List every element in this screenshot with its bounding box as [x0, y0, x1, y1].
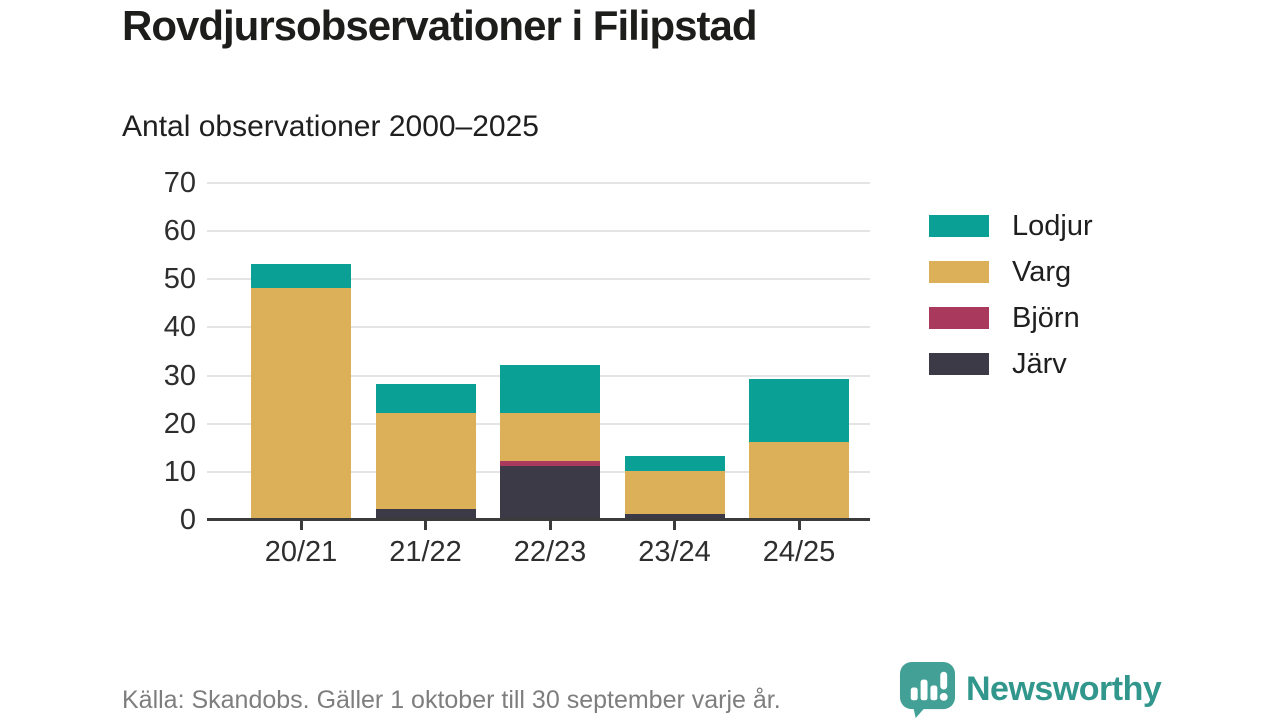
- y-tick-label: 20: [163, 407, 196, 440]
- y-tick-label: 10: [163, 455, 196, 488]
- newsworthy-icon: [899, 661, 956, 718]
- legend-item-varg: Varg: [929, 256, 1093, 288]
- x-axis-tick: [673, 521, 676, 530]
- bar-21-22-lodjur: [375, 384, 476, 414]
- x-axis-labels: 20/21 21/22 22/23 23/24 24/25: [207, 536, 870, 576]
- bar-20-21-varg: [251, 287, 351, 519]
- bar-22-23-järv: [500, 466, 600, 519]
- bar-23-24-järv: [624, 514, 725, 519]
- legend-swatch-järv: [929, 353, 989, 375]
- bar-23-24-lodjur: [624, 456, 725, 471]
- x-axis-tick: [424, 521, 427, 530]
- newsworthy-logo: Newsworthy: [898, 660, 1162, 718]
- chart-title: Rovdjursobservationer i Filipstad: [122, 2, 757, 49]
- y-tick-label: 60: [163, 215, 196, 248]
- x-axis-tick: [299, 521, 303, 530]
- legend-swatch-lodjur: [929, 215, 989, 237]
- legend-swatch-varg: [929, 261, 989, 283]
- bar-21-22-järv: [375, 509, 476, 519]
- x-axis-tick: [548, 521, 552, 530]
- chart-subtitle: Antal observationer 2000–2025: [122, 110, 539, 143]
- bar-23-24-varg: [624, 470, 725, 515]
- legend-swatch-björn: [929, 307, 989, 329]
- legend-label-järv: Järv: [1012, 347, 1067, 380]
- gridline-y40: [207, 326, 870, 329]
- bar-22-23-varg: [500, 413, 600, 462]
- x-tick-label: 20/21: [264, 536, 338, 568]
- y-tick-label: 40: [163, 311, 196, 344]
- bar-22-23-lodjur: [500, 364, 600, 414]
- y-tick-label: 30: [163, 359, 196, 392]
- legend-label-varg: Varg: [1012, 255, 1072, 288]
- y-axis-labels: 0 10 20 30 40 50 60 70: [0, 167, 196, 536]
- bar-22-23-björn: [500, 461, 600, 467]
- y-tick-label: 50: [163, 263, 196, 296]
- legend: Lodjur Varg Björn Järv: [929, 210, 1093, 399]
- x-tick-label: 22/23: [513, 536, 587, 568]
- legend-item-björn: Björn: [929, 302, 1093, 334]
- x-tick-label: 21/22: [389, 536, 462, 568]
- bar-21-22-varg: [375, 413, 476, 510]
- bar-24-25-lodjur: [749, 379, 849, 442]
- x-axis-tick: [797, 521, 801, 530]
- x-axis-line: [207, 518, 870, 521]
- legend-item-järv: Järv: [929, 348, 1093, 380]
- newsworthy-wordmark: Newsworthy: [966, 669, 1162, 708]
- source-note: Källa: Skandobs. Gäller 1 oktober till 3…: [122, 686, 781, 714]
- y-tick-label: 70: [163, 167, 196, 199]
- plot-area: [207, 182, 870, 530]
- x-tick-label: 24/25: [762, 536, 836, 568]
- y-tick-label: 0: [179, 504, 196, 536]
- bar-24-25-varg: [749, 441, 849, 519]
- legend-item-lodjur: Lodjur: [929, 210, 1093, 242]
- gridline-y60: [207, 230, 870, 233]
- x-tick-label: 23/24: [638, 536, 711, 568]
- gridline-y70: [207, 182, 870, 184]
- bar-20-21-lodjur: [251, 263, 351, 288]
- gridline-y50: [207, 278, 870, 281]
- legend-label-lodjur: Lodjur: [1012, 209, 1093, 242]
- legend-label-björn: Björn: [1012, 301, 1080, 334]
